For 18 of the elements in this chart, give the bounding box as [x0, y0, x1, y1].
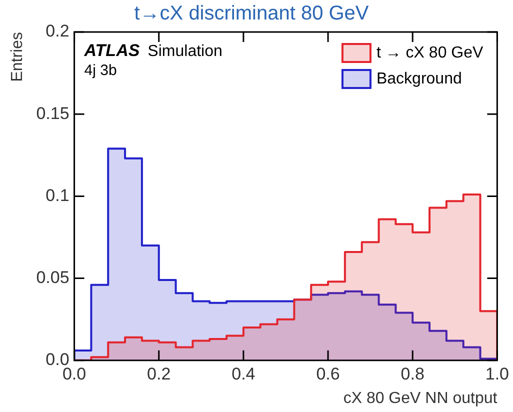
x-tick-label: 0.0	[62, 364, 86, 384]
annotation: 4j 3b	[84, 62, 117, 79]
legend-label: t → cX 80 GeV	[376, 44, 484, 62]
legend-label: Background	[376, 70, 462, 88]
x-tick-label: 1.0	[485, 364, 510, 384]
y-axis-title: Entries	[9, 32, 26, 82]
y-tick-label: 0.05	[36, 268, 70, 287]
x-tick-label: 0.2	[147, 364, 171, 384]
y-tick-label: 0.2	[46, 22, 70, 41]
y-tick-label: 0.15	[36, 104, 70, 123]
x-axis-title: cX 80 GeV NN output	[343, 390, 498, 407]
x-tick-label: 0.6	[316, 364, 340, 384]
x-tick-label: 0.8	[400, 364, 424, 384]
annotation: Simulation	[148, 43, 222, 60]
annotation: ATLAS	[83, 41, 140, 60]
y-tick-label: 0.1	[46, 186, 70, 205]
x-tick-label: 0.4	[232, 364, 256, 384]
chart-title: t→cX discriminant 80 GeV	[134, 2, 370, 25]
